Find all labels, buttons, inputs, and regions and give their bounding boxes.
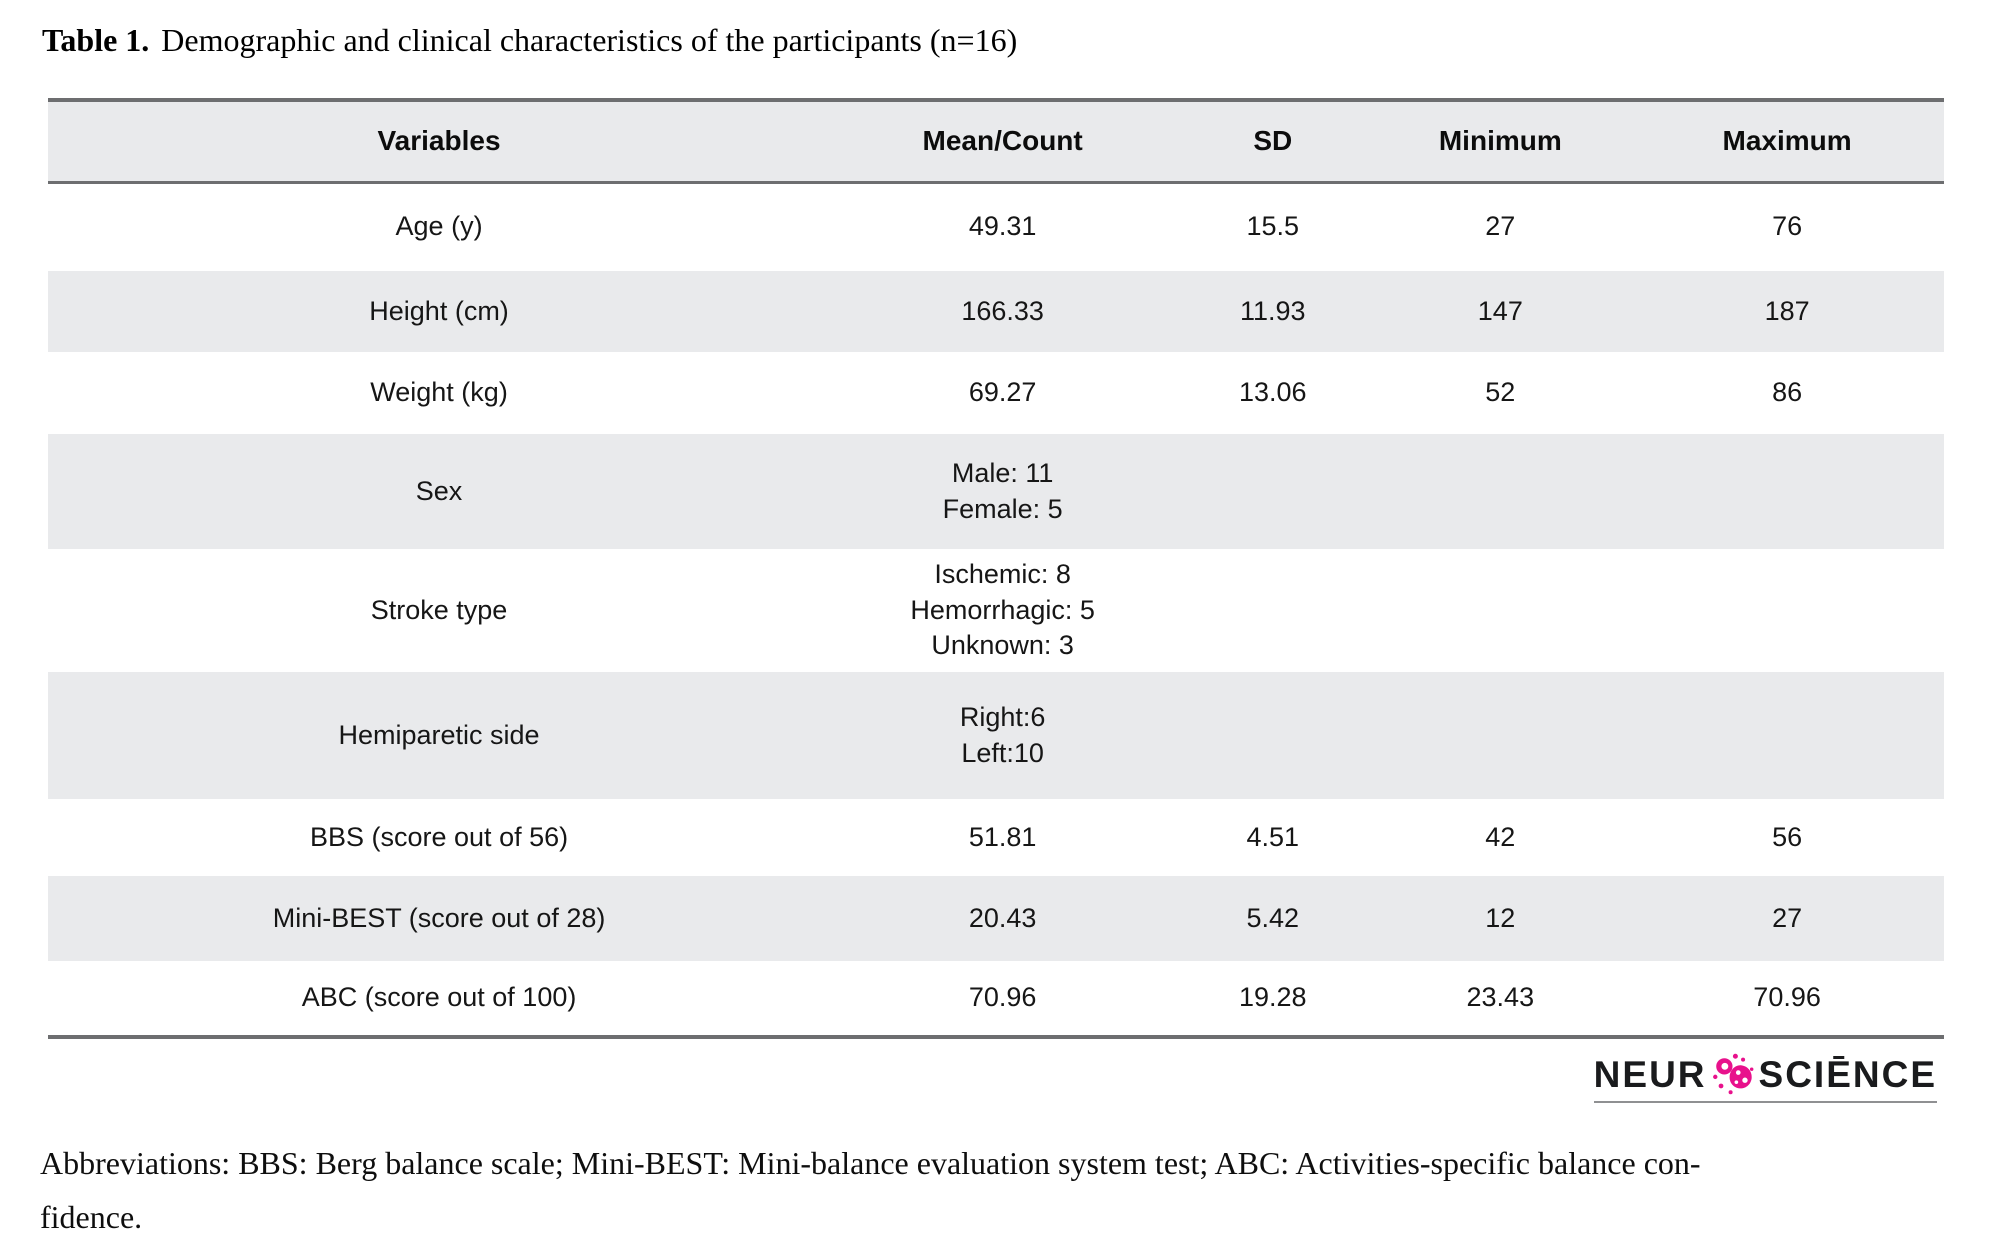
table-row-mini-best: Mini-BEST (score out of 28) 20.43 5.42 1…	[48, 876, 1944, 961]
cell-variable: Height (cm)	[369, 295, 509, 326]
col-header-variables: Variables	[48, 100, 831, 184]
table-caption-label: Table 1.	[42, 22, 150, 58]
cell-maximum: 56	[1772, 821, 1803, 852]
cell-mean-count: Right:6 Left:10	[959, 701, 1046, 768]
cell-maximum	[1630, 672, 1944, 799]
cell-minimum	[1370, 672, 1630, 799]
cell-mean-count: Male: 11 Female: 5	[942, 457, 1063, 524]
col-header-sd: SD	[1175, 100, 1371, 184]
demographics-table: Variables Mean/Count SD Minimum Maximum …	[48, 98, 1944, 1039]
cell-maximum: 187	[1764, 295, 1810, 326]
cell-mean-count: 166.33	[961, 295, 1044, 326]
neuroscience-cell-icon	[1712, 1053, 1753, 1095]
cell-mean-count: 51.81	[968, 821, 1037, 852]
cell-minimum: 27	[1485, 211, 1516, 242]
table-caption-text: Demographic and clinical characteristics…	[161, 22, 1018, 58]
table-caption: Table 1. Demographic and clinical charact…	[42, 22, 1942, 59]
cell-sd: 15.5	[1246, 211, 1300, 242]
journal-logo-row: NEUR	[1594, 1051, 1937, 1097]
cell-maximum	[1630, 434, 1944, 549]
cell-mean-count: 20.43	[968, 902, 1037, 933]
journal-logo-underline	[1593, 1101, 1937, 1103]
table-row-age: Age (y) 49.31 15.5 27 76	[48, 182, 1944, 271]
cell-maximum: 76	[1772, 211, 1803, 242]
table-row-hemiparetic-side: Hemiparetic side Right:6 Left:10	[48, 672, 1944, 799]
cell-sd: 4.51	[1246, 821, 1300, 852]
col-header-mean-count: Mean/Count	[830, 100, 1176, 184]
cell-maximum: 27	[1772, 902, 1803, 933]
cell-maximum: 86	[1772, 377, 1803, 408]
cell-maximum	[1630, 549, 1944, 672]
table-row-weight: Weight (kg) 69.27 13.06 52 86	[48, 352, 1944, 434]
footnote-line-2: fidence.	[40, 1199, 143, 1235]
cell-sd: 13.06	[1239, 377, 1307, 408]
abbreviations-footnote: Abbreviations: BBS: Berg balance scale; …	[40, 1136, 1950, 1244]
cell-minimum: 147	[1477, 295, 1523, 326]
col-header-minimum: Minimum	[1370, 100, 1631, 184]
cell-mean-count: 49.31	[968, 211, 1037, 242]
cell-sd: 5.42	[1246, 902, 1300, 933]
cell-minimum	[1370, 549, 1630, 672]
table-row-sex: Sex Male: 11 Female: 5	[48, 434, 1944, 549]
cell-variable: ABC (score out of 100)	[301, 982, 577, 1013]
table-row-abc: ABC (score out of 100) 70.96 19.28 23.43…	[48, 961, 1944, 1037]
journal-logo-neur: NEUR	[1593, 1053, 1707, 1095]
cell-minimum: 23.43	[1466, 982, 1535, 1013]
journal-logo-science: SCIĒNCE	[1758, 1053, 1937, 1095]
cell-variable: Mini-BEST (score out of 28)	[272, 902, 606, 933]
cell-minimum: 42	[1485, 821, 1516, 852]
cell-sd: 11.93	[1240, 295, 1306, 326]
cell-sd	[1175, 549, 1370, 672]
table-row-bbs: BBS (score out of 56) 51.81 4.51 42 56	[48, 799, 1944, 876]
cell-minimum	[1370, 434, 1630, 549]
cell-minimum: 12	[1485, 902, 1516, 933]
cell-maximum: 70.96	[1753, 982, 1821, 1013]
journal-logo: NEUR	[1593, 1051, 1937, 1103]
table-row-height: Height (cm) 166.33 11.93 147 187	[48, 271, 1944, 352]
cell-variable: Age (y)	[395, 211, 483, 242]
cell-mean-count: 69.27	[968, 377, 1037, 408]
cell-sd	[1175, 672, 1370, 799]
cell-variable: BBS (score out of 56)	[309, 821, 569, 852]
footnote-line-1: Abbreviations: BBS: Berg balance scale; …	[40, 1145, 1701, 1181]
cell-variable: Sex	[415, 475, 463, 506]
cell-mean-count: Ischemic: 8 Hemorrhagic: 5 Unknown: 3	[910, 559, 1095, 661]
cell-mean-count: 70.96	[968, 982, 1037, 1013]
cell-sd: 19.28	[1239, 982, 1307, 1013]
table-header-row: Variables Mean/Count SD Minimum Maximum	[48, 100, 1944, 184]
table-row-stroke-type: Stroke type Ischemic: 8 Hemorrhagic: 5 U…	[48, 549, 1944, 672]
cell-minimum: 52	[1485, 377, 1516, 408]
cell-variable: Stroke type	[370, 594, 508, 625]
cell-variable: Hemiparetic side	[338, 719, 540, 750]
cell-variable: Weight (kg)	[370, 377, 508, 408]
cell-sd	[1175, 434, 1370, 549]
col-header-maximum: Maximum	[1630, 100, 1944, 184]
